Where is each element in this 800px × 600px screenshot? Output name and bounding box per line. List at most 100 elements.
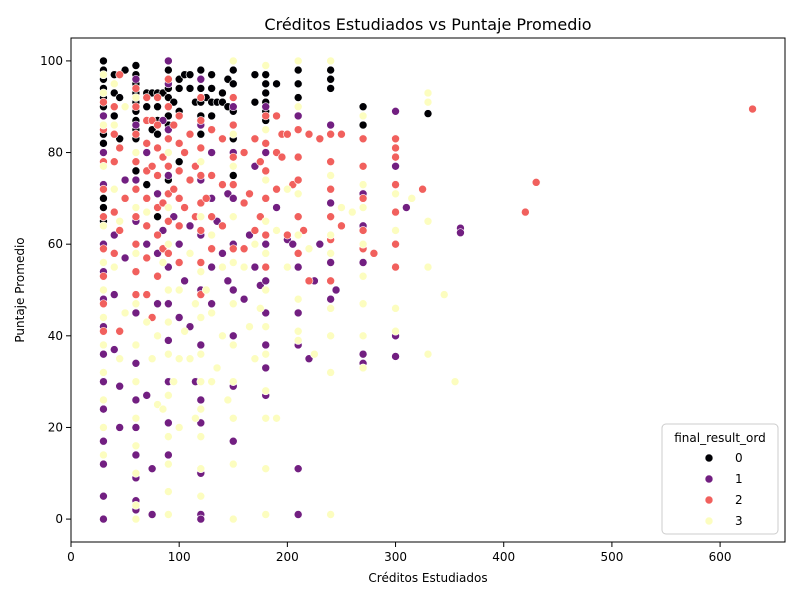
data-point (115, 423, 124, 432)
data-point (228, 299, 238, 309)
data-point (261, 413, 271, 423)
data-point (115, 354, 124, 364)
data-point (245, 322, 254, 331)
x-axis-label: Créditos Estudiados (368, 571, 487, 585)
data-point (120, 308, 130, 318)
data-point (131, 514, 141, 524)
data-point (391, 152, 400, 162)
data-point (164, 418, 173, 428)
data-point (228, 377, 238, 386)
data-point (293, 464, 303, 473)
data-point (147, 354, 157, 364)
data-point (391, 262, 400, 272)
data-point (293, 189, 303, 199)
data-point (228, 436, 238, 446)
data-point (109, 345, 119, 354)
data-point (196, 491, 206, 501)
data-point (131, 239, 141, 249)
data-point (99, 349, 108, 359)
data-point (147, 464, 157, 473)
x-tick-label: 300 (384, 550, 407, 564)
data-point (164, 74, 173, 84)
data-point (131, 441, 141, 451)
data-point (142, 391, 152, 400)
data-point (326, 294, 335, 304)
data-point (174, 139, 184, 148)
data-point (261, 79, 271, 89)
data-point (223, 276, 233, 286)
data-point (174, 285, 184, 295)
data-point (131, 423, 141, 432)
legend-label: 1 (735, 472, 743, 486)
data-point (326, 184, 335, 194)
data-point (261, 70, 271, 79)
x-tick-label: 400 (492, 550, 515, 564)
data-point (326, 230, 335, 240)
data-point (99, 340, 108, 350)
data-point (423, 349, 433, 359)
data-point (196, 171, 206, 180)
data-point (196, 514, 206, 524)
data-point (153, 331, 162, 341)
data-point (207, 377, 216, 386)
data-point (131, 74, 141, 84)
data-point (250, 134, 260, 144)
data-point (164, 432, 173, 441)
data-point (185, 175, 195, 185)
data-point (358, 299, 368, 309)
data-point (164, 161, 173, 171)
data-point (131, 148, 141, 157)
data-point (196, 432, 206, 441)
data-point (164, 487, 173, 496)
data-point (250, 262, 260, 272)
data-point (261, 148, 271, 157)
data-point (261, 111, 271, 121)
data-point (261, 102, 271, 112)
data-point (142, 317, 152, 327)
data-point (180, 148, 189, 157)
data-point (147, 510, 157, 519)
data-point (99, 404, 108, 414)
data-point (358, 102, 368, 112)
data-point (358, 134, 368, 144)
data-point (142, 180, 152, 189)
data-point (109, 129, 119, 139)
data-point (131, 166, 141, 176)
data-point (212, 363, 222, 373)
x-axis-ticks: 0 100 200 300 400 500 600 (67, 542, 732, 564)
data-point (115, 226, 124, 235)
data-point (196, 84, 206, 93)
data-point (293, 93, 303, 102)
data-point (358, 349, 368, 359)
data-point (310, 349, 319, 359)
data-point (358, 180, 368, 189)
data-point (358, 161, 368, 171)
data-point (99, 97, 108, 107)
data-point (261, 464, 271, 473)
data-point (99, 212, 108, 221)
data-point (261, 88, 271, 98)
data-point (228, 331, 238, 341)
data-point (164, 65, 173, 75)
data-point (196, 395, 206, 405)
data-point (228, 171, 238, 180)
data-point (261, 510, 271, 519)
data-point (99, 148, 108, 157)
data-point (277, 152, 287, 162)
data-point (261, 175, 271, 185)
data-point (169, 377, 179, 386)
data-point (196, 116, 206, 125)
data-point (391, 239, 400, 249)
data-point (142, 194, 152, 203)
legend-marker (704, 516, 714, 526)
data-point (326, 171, 335, 180)
data-point (185, 70, 195, 79)
data-point (201, 285, 211, 295)
data-point (391, 161, 400, 171)
data-point (250, 70, 260, 79)
data-point (196, 349, 206, 359)
data-point (315, 239, 325, 249)
data-point (228, 102, 238, 112)
data-point (261, 386, 271, 396)
data-point (228, 152, 238, 162)
